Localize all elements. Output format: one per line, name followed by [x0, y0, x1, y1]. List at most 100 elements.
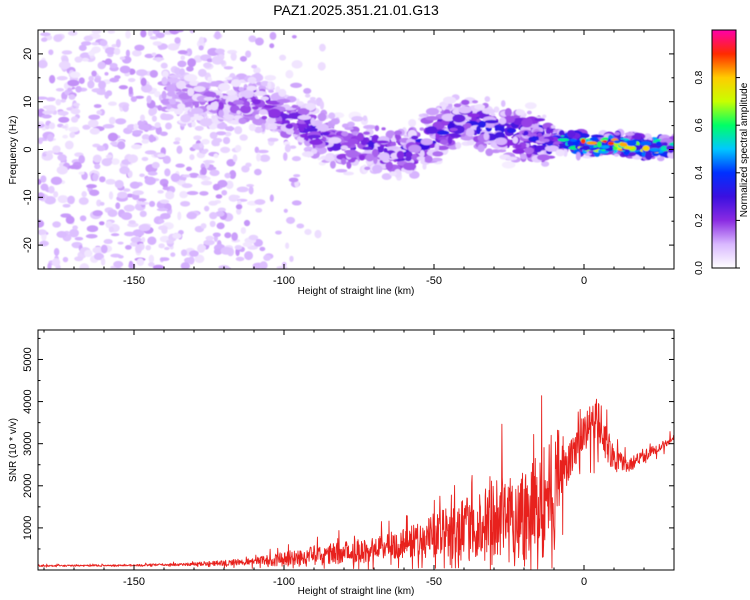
noise-blob	[118, 85, 128, 90]
colorbar-tick-label: 0.0	[694, 261, 705, 275]
noise-blob	[220, 60, 226, 65]
ridge-blob	[632, 132, 642, 141]
noise-blob	[166, 239, 174, 244]
ridge-blob	[224, 114, 235, 120]
noise-blob	[209, 220, 216, 228]
ridge-blob	[425, 126, 438, 134]
noise-blob	[217, 179, 228, 188]
ridge-blob	[305, 102, 317, 111]
ridge-blob	[393, 168, 402, 178]
noise-blob	[122, 104, 129, 113]
ridge-blob	[512, 148, 525, 154]
noise-blob	[136, 258, 145, 266]
noise-blob	[180, 249, 188, 257]
noise-blob	[74, 56, 83, 63]
noise-blob	[56, 75, 68, 81]
noise-blob	[216, 222, 225, 230]
noise-blob	[181, 183, 193, 189]
ridge-blob	[452, 125, 465, 134]
ridge-blob	[199, 118, 213, 127]
ridge-blob	[307, 134, 322, 139]
ridge-blob	[514, 144, 522, 148]
noise-blob	[38, 121, 44, 125]
noise-blob	[38, 96, 48, 100]
noise-blob	[213, 248, 223, 255]
noise-blob	[100, 257, 106, 266]
noise-blob	[78, 44, 87, 51]
ridge-blob	[381, 173, 392, 180]
ridge-core-blob	[557, 138, 570, 142]
ridge-blob	[419, 127, 425, 131]
ridge-blob	[436, 130, 450, 135]
noise-blob	[159, 131, 168, 137]
noise-blob	[220, 246, 233, 255]
ridge-blob	[169, 101, 177, 105]
noise-blob	[141, 84, 153, 93]
noise-blob	[214, 48, 225, 54]
ridge-core-blob	[586, 141, 598, 145]
ridge-blob	[403, 162, 417, 171]
ridge-blob	[301, 151, 314, 158]
noise-blob	[199, 191, 209, 196]
noise-blob	[212, 232, 221, 237]
noise-blob	[234, 126, 243, 135]
ridge-blob	[515, 109, 525, 116]
noise-blob	[40, 175, 47, 183]
ridge-blob	[161, 90, 167, 100]
noise-blob	[81, 191, 87, 198]
ridge-blob	[218, 109, 224, 118]
snr-y-axis-label: SNR (10 * v/v)	[8, 418, 19, 482]
noise-blob	[140, 77, 147, 87]
noise-blob	[208, 200, 218, 206]
noise-blob	[177, 211, 182, 221]
noise-blob	[144, 176, 156, 186]
noise-blob	[152, 41, 163, 46]
ridge-blob	[324, 155, 335, 162]
noise-blob	[194, 125, 204, 131]
noise-blob	[78, 171, 85, 175]
ridge-blob	[161, 76, 168, 86]
noise-blob	[288, 177, 299, 183]
ridge-blob	[345, 149, 359, 159]
ridge-blob	[394, 130, 403, 136]
noise-blob	[226, 159, 236, 167]
noise-blob	[128, 260, 134, 268]
noise-blob	[256, 153, 261, 162]
noise-blob	[100, 244, 108, 254]
ridge-blob	[207, 76, 213, 84]
noise-blob	[64, 140, 74, 150]
ridge-blob	[614, 153, 619, 157]
noise-blob	[104, 47, 117, 55]
ridge-blob	[230, 79, 242, 87]
noise-blob	[132, 229, 145, 237]
ridge-blob	[387, 146, 399, 150]
noise-blob	[285, 70, 294, 79]
noise-blob	[61, 125, 68, 129]
noise-blob	[212, 183, 221, 191]
noise-blob	[119, 65, 131, 74]
ridge-core-blob	[662, 142, 668, 147]
ridge-blob	[524, 102, 537, 110]
spectrogram-y-ticks: -20 -10 0 10 20	[22, 29, 674, 270]
noise-blob	[129, 181, 141, 189]
ridge-blob	[458, 106, 472, 114]
ridge-blob	[216, 122, 228, 130]
colorbar-tick-label: 0.2	[694, 213, 705, 227]
ridge-blob	[645, 151, 653, 160]
ridge-blob	[328, 112, 336, 120]
snr-series-line	[38, 395, 674, 570]
noise-blob	[86, 225, 99, 233]
ridge-blob	[224, 126, 235, 132]
noise-blob	[130, 96, 137, 102]
ridge-blob	[267, 137, 279, 142]
noise-blob	[79, 215, 87, 222]
noise-blob	[42, 153, 47, 157]
ridge-blob	[266, 100, 281, 105]
ridge-blob	[461, 99, 470, 106]
ridge-blob	[467, 113, 480, 118]
noise-blob	[159, 199, 170, 204]
ridge-blob	[506, 127, 517, 134]
noise-blob	[224, 131, 232, 137]
ridge-blob	[418, 113, 424, 118]
